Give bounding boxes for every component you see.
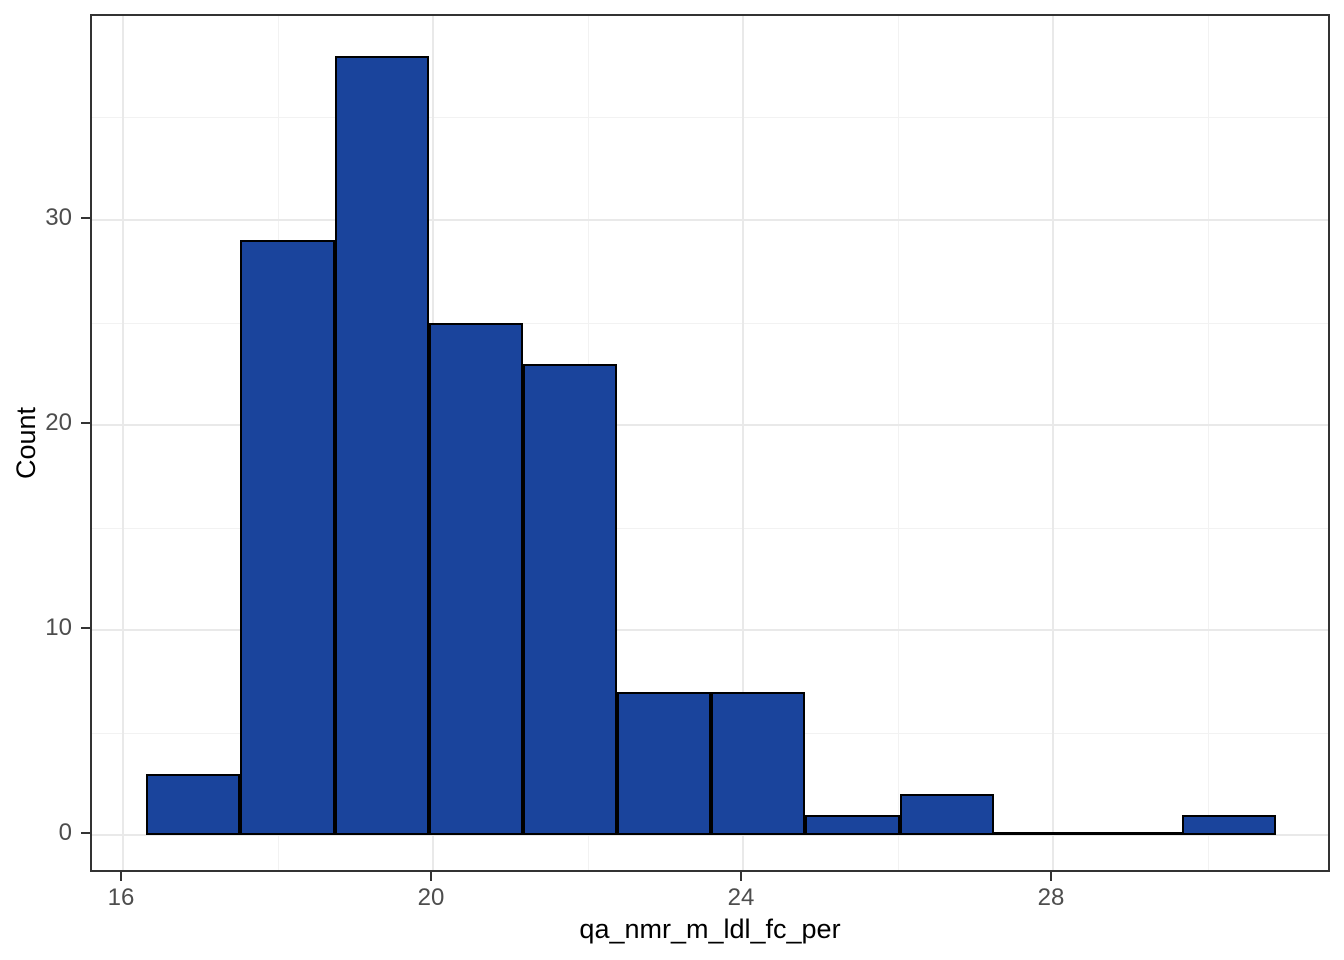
y-major-gridline xyxy=(92,629,1328,632)
histogram-bar xyxy=(711,691,806,836)
histogram-bar xyxy=(805,814,900,836)
x-axis-tick-label: 20 xyxy=(417,884,445,911)
y-minor-gridline xyxy=(92,527,1328,529)
histogram-bar xyxy=(522,363,618,836)
x-axis-tick-label: 24 xyxy=(727,884,755,911)
x-major-gridline xyxy=(122,16,124,870)
y-axis-tick xyxy=(81,627,90,630)
y-axis-title: Count xyxy=(11,406,41,480)
y-axis-tick xyxy=(81,422,90,424)
x-axis-tick xyxy=(740,872,742,881)
y-major-gridline xyxy=(92,834,1328,837)
histogram-bar xyxy=(334,55,429,836)
x-minor-gridline xyxy=(897,16,899,870)
histogram-bar xyxy=(146,773,241,836)
y-axis-tick-label: 0 xyxy=(58,819,72,847)
y-minor-gridline xyxy=(92,117,1328,119)
x-minor-gridline xyxy=(1207,16,1209,870)
y-axis-tick-label: 10 xyxy=(45,614,72,642)
y-axis-tick xyxy=(81,832,90,835)
x-axis-tick xyxy=(120,872,122,881)
y-axis-tick xyxy=(81,216,90,219)
x-major-gridline xyxy=(742,16,744,870)
y-axis-tick-label: 30 xyxy=(45,203,72,231)
plot-panel xyxy=(90,14,1330,872)
y-axis-tick-label: 20 xyxy=(45,409,72,436)
y-major-gridline xyxy=(92,424,1328,426)
y-minor-gridline xyxy=(92,322,1328,324)
x-axis-tick-label: 28 xyxy=(1037,884,1065,911)
histogram-bar xyxy=(617,691,712,836)
x-axis-tick xyxy=(1050,872,1052,881)
histogram-bar xyxy=(899,794,994,836)
y-major-gridline xyxy=(92,218,1328,221)
histogram-bar xyxy=(240,240,335,836)
histogram-bar xyxy=(428,322,523,836)
x-axis-tick xyxy=(430,872,432,881)
x-major-gridline xyxy=(1052,16,1054,870)
x-axis-tick-label: 16 xyxy=(107,884,135,911)
histogram-bar-zero xyxy=(993,832,1088,836)
histogram-bar xyxy=(1182,814,1277,836)
x-axis-title: qa_nmr_m_ldl_fc_per xyxy=(579,914,841,944)
histogram-bar-zero xyxy=(1087,832,1183,836)
